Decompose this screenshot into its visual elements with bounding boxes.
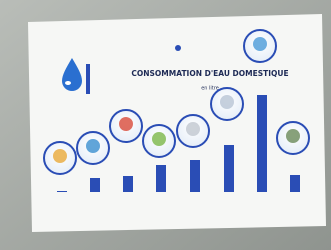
icon-detail [286,129,300,143]
bar [290,175,300,192]
icon-detail [253,37,267,51]
icon-detail [53,149,67,163]
icon-detail [119,117,133,131]
dot [175,45,181,51]
photo: CONSOMMATION D'EAU DOMESTIQUE en litre [0,0,331,250]
chart-title: CONSOMMATION D'EAU DOMESTIQUE [131,69,288,78]
bar [257,95,267,192]
bar [57,191,67,192]
bar [224,145,234,192]
icon-detail [186,122,200,136]
icon-detail [220,95,234,109]
icon-detail [86,139,100,153]
bar [190,160,200,192]
chart-subtitle: en litre [201,86,219,92]
bar [123,176,133,192]
icon-detail [152,132,166,146]
bar [156,165,166,192]
bar [90,178,100,192]
